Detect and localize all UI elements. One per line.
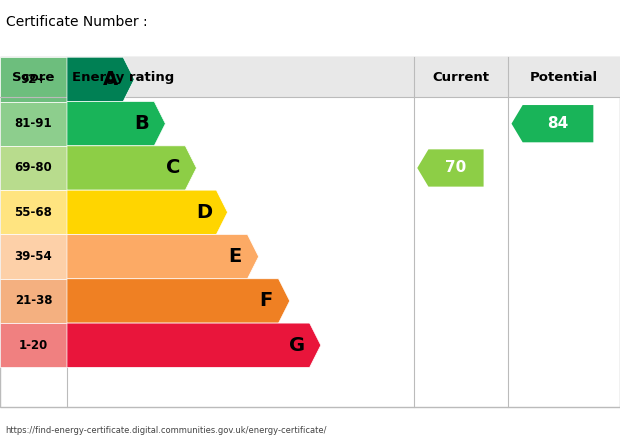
Text: E: E: [228, 247, 242, 266]
Text: 55-68: 55-68: [14, 206, 53, 219]
Text: https://find-energy-certificate.digital.communities.gov.uk/energy-certificate/: https://find-energy-certificate.digital.…: [5, 426, 327, 435]
Bar: [0, 190, 67, 235]
Text: 39-54: 39-54: [15, 250, 52, 263]
Polygon shape: [67, 102, 166, 146]
Text: C: C: [166, 158, 180, 177]
Text: 84: 84: [547, 116, 569, 131]
Polygon shape: [67, 57, 135, 102]
Bar: [0, 102, 67, 146]
Bar: [0, 57, 620, 407]
Polygon shape: [417, 149, 484, 187]
Text: F: F: [260, 291, 273, 311]
Text: Current: Current: [432, 70, 489, 84]
Text: Energy rating: Energy rating: [72, 70, 174, 84]
Text: 81-91: 81-91: [15, 117, 52, 130]
Polygon shape: [67, 146, 197, 190]
Polygon shape: [512, 105, 593, 142]
Text: 92+: 92+: [20, 73, 46, 86]
Text: D: D: [196, 203, 212, 222]
Text: Score: Score: [12, 70, 55, 84]
Text: A: A: [103, 70, 118, 89]
Text: 1-20: 1-20: [19, 339, 48, 352]
Bar: [0, 235, 67, 279]
Polygon shape: [67, 279, 290, 323]
Bar: [0, 57, 620, 97]
Polygon shape: [67, 235, 259, 279]
Polygon shape: [67, 323, 321, 367]
Text: Potential: Potential: [529, 70, 598, 84]
Polygon shape: [67, 190, 228, 235]
Bar: [0, 279, 67, 323]
Text: B: B: [135, 114, 149, 133]
Bar: [0, 146, 67, 190]
Text: 21-38: 21-38: [15, 294, 52, 308]
Text: 69-80: 69-80: [15, 161, 52, 175]
Bar: [0, 323, 67, 367]
Bar: [0, 57, 67, 102]
Text: 70: 70: [445, 161, 467, 176]
Text: Certificate Number :: Certificate Number :: [6, 15, 148, 29]
Text: G: G: [289, 336, 305, 355]
